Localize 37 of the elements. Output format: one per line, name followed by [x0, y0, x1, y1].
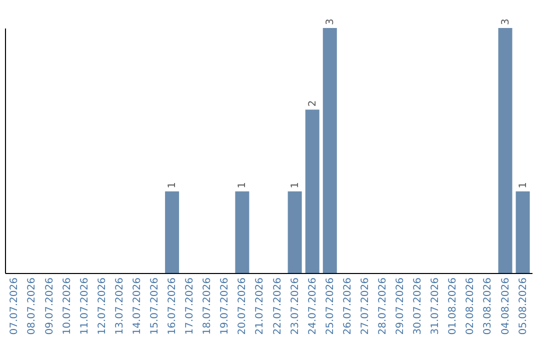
x-tick-label: 12.07.2026 [96, 278, 108, 335]
x-tick-label: 25.07.2026 [324, 278, 336, 335]
x-tick-label: 23.07.2026 [290, 278, 301, 335]
x-tick-label: 13.07.2026 [114, 278, 126, 335]
x-tick-label: 02.08.2026 [465, 278, 476, 335]
x-tick-label: 08.07.2026 [26, 278, 38, 335]
x-tick-label: 18.07.2026 [202, 278, 214, 335]
x-tick-label: 01.08.2026 [448, 278, 459, 335]
x-tick-label: 04.08.2026 [500, 278, 512, 335]
x-tick-label: 17.07.2026 [184, 278, 196, 335]
x-tick-label: 16.07.2026 [167, 278, 178, 335]
data-label: 1 [290, 182, 301, 188]
data-label: 3 [324, 18, 336, 25]
x-tick-label: 03.08.2026 [482, 278, 494, 335]
x-tick-label: 05.08.2026 [518, 278, 529, 335]
x-tick-label: 15.07.2026 [150, 278, 161, 335]
x-tick-label: 21.07.2026 [254, 278, 266, 335]
x-tick-label: 20.07.2026 [237, 278, 248, 335]
data-label: 2 [307, 100, 318, 107]
x-tick-label: 27.07.2026 [360, 278, 371, 335]
x-tick-label: 22.07.2026 [272, 278, 284, 335]
x-tick-label: 07.07.2026 [9, 278, 20, 335]
data-label: 1 [167, 182, 178, 188]
x-tick-label: 26.07.2026 [342, 278, 354, 335]
x-tick-label: 24.07.2026 [307, 278, 318, 335]
data-label: 1 [518, 182, 529, 188]
x-tick-label: 19.07.2026 [220, 278, 231, 335]
x-tick-label: 10.07.2026 [62, 278, 73, 335]
x-tick-label: 14.07.2026 [132, 278, 143, 335]
x-tick-label: 11.07.2026 [79, 278, 90, 335]
x-tick-label: 29.07.2026 [395, 278, 406, 335]
data-label: 1 [237, 182, 248, 188]
x-tick-label: 09.07.2026 [44, 278, 56, 335]
x-tick-label: 30.07.2026 [412, 278, 424, 335]
x-tick-label: 28.07.2026 [377, 278, 388, 335]
data-label: 3 [500, 18, 512, 25]
x-tick-label: 31.07.2026 [430, 278, 442, 335]
